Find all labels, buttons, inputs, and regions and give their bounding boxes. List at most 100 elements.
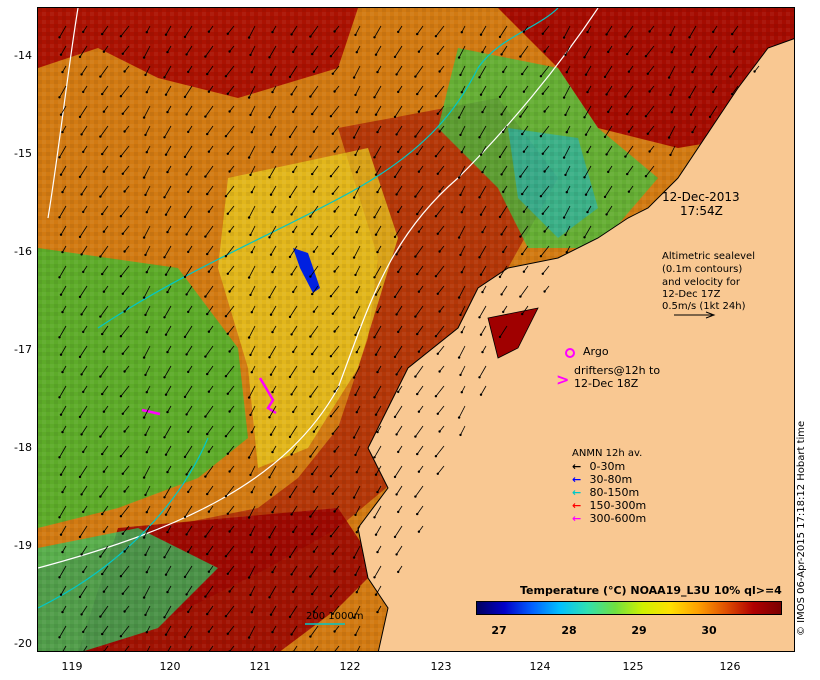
velocity-vector	[606, 205, 613, 215]
land-inlet	[487, 307, 539, 359]
velocity-vector-head	[99, 615, 102, 618]
velocity-vector-head	[669, 33, 672, 37]
velocity-vector	[437, 465, 445, 475]
velocity-vector-head	[58, 336, 61, 339]
velocity-vector-head	[478, 196, 481, 199]
velocity-vector-head	[102, 290, 106, 293]
velocity-vector-head	[648, 150, 651, 153]
velocity-vector	[396, 425, 403, 435]
velocity-vector-head	[187, 370, 190, 374]
velocity-vector-head	[61, 70, 64, 74]
velocity-vector-head	[123, 370, 126, 373]
velocity-vector-head	[541, 32, 544, 35]
velocity-vector	[521, 185, 529, 195]
velocity-vector	[375, 345, 382, 355]
velocity-vector-head	[187, 250, 190, 254]
velocity-vector-head	[185, 473, 188, 476]
velocity-vector	[604, 125, 613, 138]
velocity-vector-head	[329, 175, 333, 178]
velocity-vector-head	[290, 93, 293, 96]
velocity-vector	[501, 105, 508, 115]
velocity-vector-head	[374, 533, 378, 536]
velocity-vector	[143, 525, 151, 538]
velocity-vector-head	[164, 33, 168, 36]
velocity-vector-head	[268, 476, 271, 479]
velocity-vector-head	[395, 373, 398, 376]
velocity-vector	[184, 85, 193, 98]
velocity-vector-head	[247, 336, 251, 339]
velocity-vector-head	[247, 396, 251, 399]
velocity-vector-head	[121, 532, 125, 535]
velocity-vector	[100, 125, 109, 137]
velocity-vector-head	[333, 270, 336, 273]
velocity-vector	[227, 385, 235, 395]
velocity-vector	[60, 525, 67, 535]
velocity-vector	[122, 525, 130, 535]
velocity-vector	[310, 445, 319, 457]
velocity-vector	[355, 325, 361, 336]
velocity-vector	[100, 305, 109, 317]
velocity-vector-head	[268, 176, 271, 179]
velocity-vector-head	[521, 312, 524, 316]
velocity-vector-head	[564, 233, 567, 237]
velocity-vector-head	[373, 276, 376, 279]
velocity-vector	[81, 185, 88, 195]
velocity-vector-head	[268, 416, 271, 419]
velocity-vector-head	[522, 150, 526, 153]
velocity-vector	[186, 345, 193, 355]
lat-tick: -16	[14, 245, 32, 258]
velocity-vector	[101, 25, 109, 35]
velocity-vector-head	[521, 192, 524, 196]
velocity-vector	[626, 105, 634, 115]
velocity-vector-head	[397, 330, 400, 334]
velocity-vector-head	[82, 270, 85, 274]
velocity-vector-head	[82, 450, 85, 454]
velocity-vector-head	[58, 396, 61, 399]
velocity-vector-head	[269, 433, 273, 436]
velocity-vector	[270, 185, 277, 195]
velocity-vector-head	[312, 130, 316, 133]
velocity-vector	[540, 125, 550, 137]
velocity-vector-head	[691, 130, 694, 134]
velocity-vector-head	[624, 35, 627, 38]
velocity-vector-head	[59, 593, 63, 596]
lon-tick: 119	[61, 660, 83, 673]
velocity-vector	[59, 205, 67, 218]
velocity-vector-head	[436, 112, 439, 116]
velocity-vector-head	[58, 516, 61, 519]
velocity-vector-head	[119, 515, 123, 518]
velocity-vector	[520, 225, 529, 237]
velocity-vector-head	[268, 596, 271, 599]
velocity-vector-head	[479, 393, 483, 396]
velocity-vector-head	[292, 470, 295, 474]
velocity-vector-head	[101, 152, 104, 156]
velocity-vector	[542, 25, 550, 35]
velocity-vector-head	[288, 495, 292, 499]
velocity-vector-head	[312, 430, 316, 433]
velocity-vector-head	[355, 531, 358, 534]
velocity-vector	[330, 405, 340, 417]
velocity-vector	[460, 245, 466, 256]
velocity-vector-head	[163, 316, 166, 319]
velocity-vector	[186, 165, 193, 175]
velocity-vector	[100, 605, 109, 617]
velocity-vector	[396, 125, 403, 135]
velocity-vector	[311, 105, 319, 115]
velocity-vector	[270, 365, 277, 375]
velocity-vector-head	[187, 190, 190, 194]
velocity-vector	[374, 505, 382, 518]
velocity-vector	[355, 625, 361, 636]
velocity-vector-head	[459, 313, 462, 317]
velocity-vector-head	[521, 252, 524, 256]
velocity-vector-head	[434, 155, 438, 158]
velocity-vector	[120, 505, 130, 517]
velocity-vector	[396, 545, 403, 555]
velocity-vector	[225, 125, 235, 137]
velocity-vector	[225, 305, 235, 317]
velocity-vector-head	[80, 193, 83, 196]
velocity-vector-head	[331, 492, 334, 495]
velocity-vector-head	[522, 30, 526, 33]
velocity-vector-head	[562, 156, 566, 159]
velocity-vector	[330, 165, 340, 177]
velocity-vector-head	[417, 530, 421, 533]
